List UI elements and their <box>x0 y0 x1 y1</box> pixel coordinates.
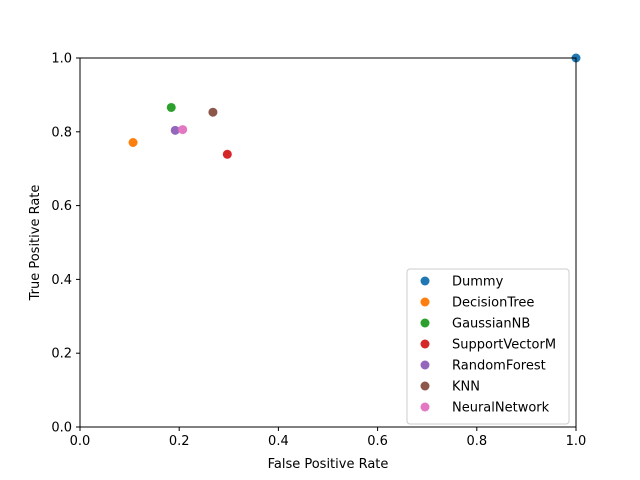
legend-label-randomforest: RandomForest <box>452 359 546 374</box>
data-point-knn <box>208 107 218 117</box>
plot-area <box>128 53 581 159</box>
data-point-randomforest <box>170 125 180 135</box>
y-tick-label: 1.0 <box>51 52 72 67</box>
legend-marker-decisiontree <box>420 297 430 307</box>
legend: Dummy DecisionTree GaussianNB SupportVector… <box>406 268 570 425</box>
y-tick-label: 0.0 <box>51 421 72 436</box>
legend-marker-neuralnetwork <box>420 402 430 412</box>
x-tick-label: 0.0 <box>70 434 91 449</box>
y-tick-label: 0.2 <box>51 347 72 362</box>
axes: 0.0 0.2 0.4 0.6 0.8 1.0 0.0 0.2 0.4 0.6 0.8 1.0 <box>51 52 586 450</box>
legend-label-supportvectorm: SupportVectorM <box>452 338 556 353</box>
y-tick-label: 0.8 <box>51 125 72 140</box>
axes-frame <box>79 57 577 428</box>
legend-label-neuralnetwork: NeuralNetwork <box>452 401 550 416</box>
y-axis-label: True Positive Rate <box>28 185 43 302</box>
y-tick-label: 0.6 <box>51 199 72 214</box>
data-point-neuralnetwork <box>178 125 188 135</box>
legend-marker-knn <box>420 381 430 391</box>
legend-label-dummy: Dummy <box>452 275 504 290</box>
legend-label-decisiontree: DecisionTree <box>452 296 534 311</box>
legend-label-knn: KNN <box>452 380 480 395</box>
legend-marker-gaussiannb <box>420 318 430 328</box>
legend-marker-dummy <box>420 276 430 286</box>
data-point-supportvectorm <box>222 149 232 159</box>
data-point-gaussiannb <box>166 102 176 112</box>
x-tick-label: 1.0 <box>566 434 587 449</box>
x-tick-label: 0.4 <box>268 434 289 449</box>
legend-marker-supportvectorm <box>420 339 430 349</box>
x-tick-label: 0.6 <box>367 434 388 449</box>
legend-box <box>406 268 570 425</box>
legend-label-gaussiannb: GaussianNB <box>452 317 530 332</box>
legend-marker-randomforest <box>420 360 430 370</box>
data-point-decisiontree <box>128 138 138 148</box>
x-axis-label: False Positive Rate <box>268 457 389 472</box>
x-tick-label: 0.8 <box>466 434 487 449</box>
x-tick-label: 0.2 <box>169 434 190 449</box>
y-tick-label: 0.4 <box>51 273 72 288</box>
